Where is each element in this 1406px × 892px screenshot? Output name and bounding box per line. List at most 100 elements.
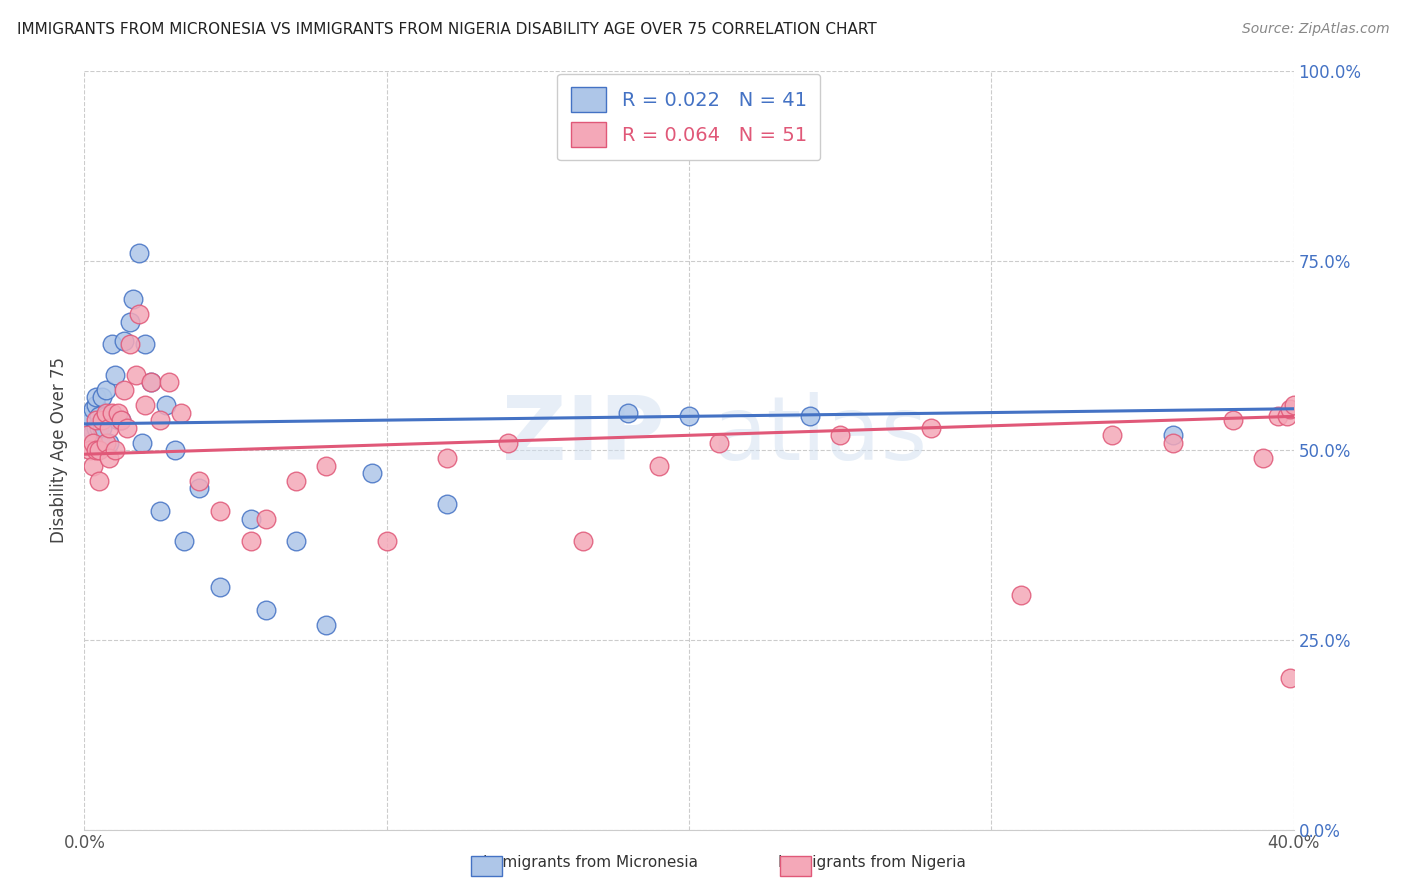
Point — [315, 458, 337, 473]
Point — [1277, 409, 1299, 424]
Point — [128, 307, 150, 321]
Point — [94, 436, 117, 450]
Point — [91, 413, 114, 427]
Point — [104, 443, 127, 458]
Point — [134, 398, 156, 412]
Text: Immigrants from Nigeria: Immigrants from Nigeria — [778, 855, 966, 870]
Point — [496, 436, 519, 450]
Point — [118, 314, 141, 328]
Point — [86, 413, 108, 427]
Point — [82, 401, 104, 416]
Point — [100, 405, 122, 420]
Point — [1279, 401, 1302, 416]
Point — [617, 405, 640, 420]
Point — [112, 383, 135, 397]
Point — [82, 458, 104, 473]
Point — [709, 436, 731, 450]
Point — [678, 409, 700, 424]
Point — [86, 421, 108, 435]
Point — [1282, 398, 1305, 412]
Point — [97, 436, 120, 450]
Point — [118, 337, 141, 351]
Point — [86, 391, 108, 405]
Point — [239, 512, 262, 526]
Point — [360, 467, 382, 481]
Point — [157, 376, 180, 390]
Point — [254, 603, 277, 617]
Text: Source: ZipAtlas.com: Source: ZipAtlas.com — [1241, 22, 1389, 37]
Point — [315, 617, 337, 632]
Point — [1161, 436, 1184, 450]
Point — [110, 413, 132, 427]
Point — [121, 292, 143, 306]
Point — [115, 421, 138, 435]
Point — [131, 436, 153, 450]
Point — [285, 534, 308, 549]
Point — [648, 458, 671, 473]
Point — [107, 405, 129, 420]
Point — [91, 421, 114, 435]
Point — [82, 436, 104, 450]
Legend: R = 0.022   N = 41, R = 0.064   N = 51: R = 0.022 N = 41, R = 0.064 N = 51 — [558, 73, 820, 161]
Point — [104, 368, 127, 382]
Point — [1222, 413, 1244, 427]
Point — [128, 246, 150, 260]
Point — [254, 512, 277, 526]
Point — [165, 443, 187, 458]
Point — [134, 337, 156, 351]
Text: Immigrants from Micronesia: Immigrants from Micronesia — [484, 855, 697, 870]
Point — [139, 376, 162, 390]
Point — [209, 504, 232, 518]
Point — [572, 534, 595, 549]
Point — [110, 413, 132, 427]
Point — [188, 474, 211, 488]
Point — [86, 398, 108, 412]
Point — [188, 482, 211, 496]
Point — [1253, 451, 1275, 466]
Y-axis label: Disability Age Over 75: Disability Age Over 75 — [51, 358, 69, 543]
Point — [91, 391, 114, 405]
Point — [97, 421, 120, 435]
Point — [285, 474, 308, 488]
Text: IMMIGRANTS FROM MICRONESIA VS IMMIGRANTS FROM NIGERIA DISABILITY AGE OVER 75 COR: IMMIGRANTS FROM MICRONESIA VS IMMIGRANTS… — [17, 22, 876, 37]
Point — [89, 443, 111, 458]
Point — [149, 504, 172, 518]
Point — [97, 451, 120, 466]
Point — [112, 334, 135, 348]
Text: atlas: atlas — [713, 392, 928, 479]
Point — [1267, 409, 1289, 424]
Point — [86, 443, 108, 458]
Point — [436, 496, 458, 510]
Point — [1101, 428, 1123, 442]
Point — [1161, 428, 1184, 442]
Point — [125, 368, 148, 382]
Point — [89, 409, 111, 424]
Point — [1011, 588, 1033, 602]
Point — [100, 337, 122, 351]
Point — [94, 383, 117, 397]
Point — [76, 428, 98, 442]
Point — [79, 443, 101, 458]
Point — [799, 409, 821, 424]
Point — [375, 534, 398, 549]
Point — [170, 405, 193, 420]
Point — [139, 376, 162, 390]
Point — [76, 417, 98, 431]
Point — [149, 413, 172, 427]
Point — [89, 474, 111, 488]
Point — [94, 409, 117, 424]
Point — [1279, 671, 1302, 685]
Point — [436, 451, 458, 466]
Point — [94, 405, 117, 420]
Point — [79, 409, 101, 424]
Point — [89, 421, 111, 435]
Point — [173, 534, 195, 549]
Point — [239, 534, 262, 549]
Text: ZIP: ZIP — [502, 392, 665, 479]
Point — [830, 428, 852, 442]
Point — [155, 398, 177, 412]
Point — [82, 425, 104, 439]
Point — [107, 413, 129, 427]
Point — [209, 580, 232, 594]
Point — [920, 421, 942, 435]
